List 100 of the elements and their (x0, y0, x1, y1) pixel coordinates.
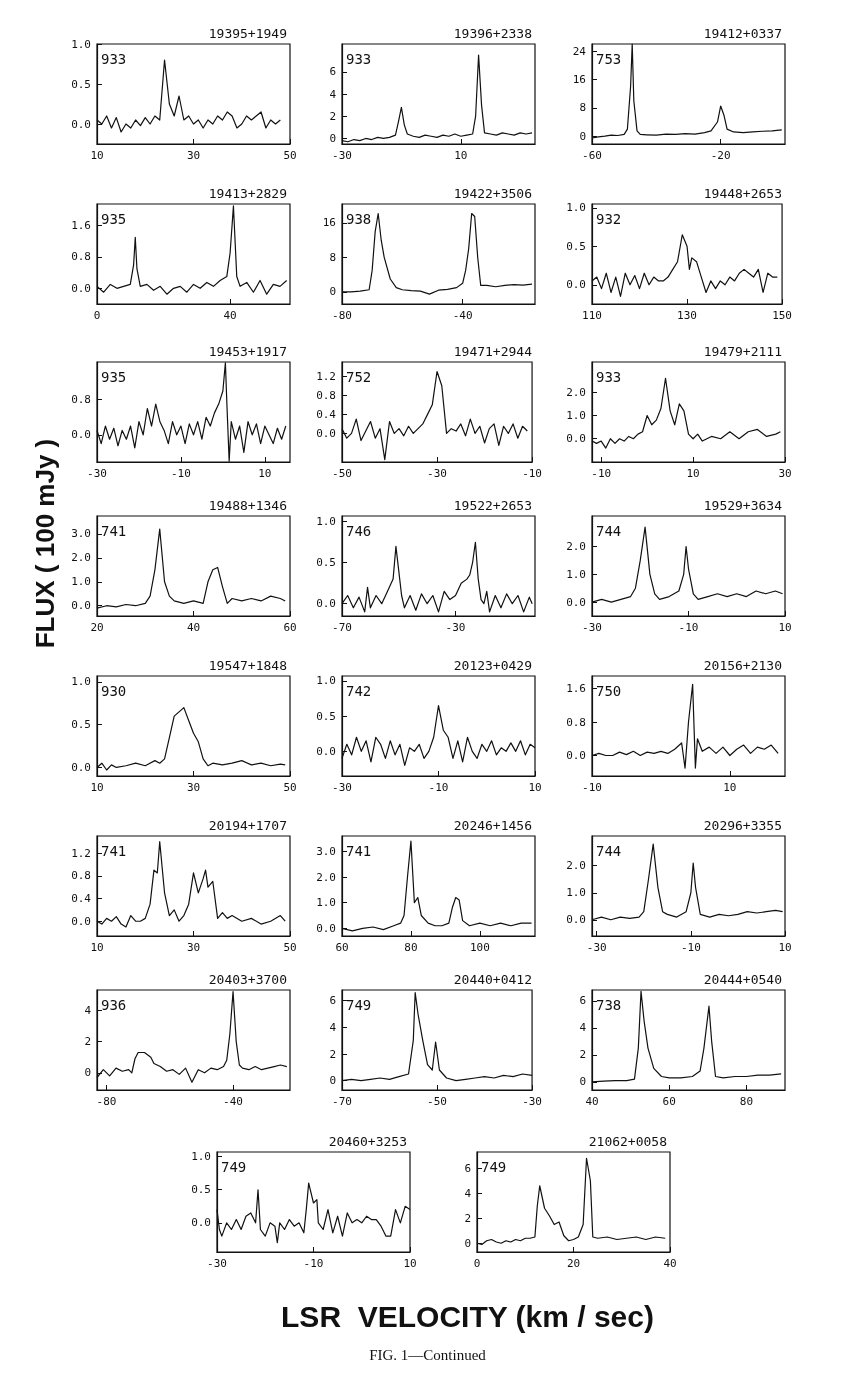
y-tick-label: 0.5 (191, 1183, 211, 1197)
annotation: 750 (596, 683, 622, 699)
y-tick-label: 0.0 (566, 595, 586, 609)
y-tick-label: 1.0 (566, 886, 586, 900)
x-tick-label: 0 (93, 309, 101, 322)
annotation: 744 (596, 523, 622, 539)
y-tick-label: 0.0 (71, 428, 91, 442)
x-tick-label: -60 (582, 149, 602, 162)
y-tick-label: 0.8 (316, 388, 336, 402)
y-tick-label: 0.0 (191, 1216, 211, 1230)
chart-title: 19471+2944 (453, 344, 533, 359)
x-tick-label: 60 (335, 941, 349, 954)
y-tick-label: 0.5 (71, 718, 91, 732)
annotation: 933 (596, 369, 622, 385)
y-tick-label: 1.0 (316, 674, 336, 688)
y-tick-label: 6 (329, 994, 336, 1008)
y-tick-label: 6 (579, 994, 586, 1008)
x-tick-label: -30 (522, 1095, 542, 1108)
annotation: 749 (221, 1159, 247, 1175)
x-tick-label: 110 (582, 309, 602, 322)
x-tick-label: 100 (469, 941, 490, 954)
x-tick-label: 20 (90, 621, 104, 634)
x-tick-label: 10 (454, 149, 468, 162)
y-tick-label: 1.0 (71, 675, 91, 689)
y-tick-label: 2 (84, 1035, 91, 1049)
y-tick-label: 2 (329, 109, 336, 123)
x-tick-label: -30 (87, 467, 107, 480)
x-tick-label: -80 (332, 309, 352, 322)
x-tick-label: -40 (223, 1095, 243, 1108)
y-tick-label: 0.8 (566, 715, 586, 729)
x-tick-label: 60 (662, 1095, 676, 1108)
chart-title: 20296+3355 (703, 818, 783, 833)
caption: FIG. 1—Continued (368, 1347, 487, 1364)
y-tick-label: 0 (579, 129, 586, 143)
y-tick-label: 0.4 (71, 892, 92, 905)
y-tick-label: 0.5 (71, 77, 91, 91)
x-tick-label: 10 (528, 781, 542, 794)
x-tick-label: -10 (428, 781, 449, 794)
y-tick-label: 2 (329, 1047, 336, 1061)
chart-title: 20444+0540 (703, 972, 783, 987)
annotation: 741 (101, 523, 127, 539)
chart-title: 19453+1917 (208, 344, 288, 359)
y-tick-label: 1.2 (316, 369, 336, 383)
chart-title: 19529+3634 (703, 498, 783, 513)
y-tick-label: 0.0 (566, 432, 586, 446)
y-tick-label: 0.8 (71, 869, 91, 883)
y-tick-label: 6 (329, 65, 336, 79)
x-tick-label: -10 (170, 467, 191, 480)
y-tick-label: 0.5 (566, 239, 586, 253)
y-tick-label: 0.5 (316, 556, 336, 570)
annotation: 749 (481, 1159, 507, 1175)
annotation: 930 (101, 683, 127, 699)
y-tick-label: 16 (322, 216, 336, 230)
y-tick-label: 0.0 (71, 281, 91, 295)
x-tick-label: 130 (677, 309, 697, 322)
y-tick-label: 3.0 (316, 844, 336, 858)
y-tick-label: 0.0 (71, 117, 91, 131)
chart-title: 20123+0429 (453, 658, 533, 673)
y-tick-label: 1.0 (566, 567, 586, 581)
y-tick-label: 2.0 (566, 540, 586, 554)
y-tick-label: 4 (329, 87, 337, 101)
y-tick-label: 1.6 (71, 219, 91, 233)
x-tick-label: 40 (186, 621, 201, 634)
y-tick-label: 4 (84, 1003, 92, 1017)
x-tick-label: -70 (332, 1095, 352, 1108)
x-tick-label: 80 (739, 1095, 754, 1108)
annotation: 938 (346, 211, 372, 227)
y-tick-label: 2 (579, 1048, 586, 1062)
x-tick-label: 60 (283, 621, 297, 634)
x-tick-label: 40 (585, 1095, 599, 1108)
x-tick-label: -30 (332, 149, 352, 162)
chart-title: 20403+3700 (208, 972, 288, 987)
x-tick-label: -20 (710, 149, 731, 162)
y-tick-label: 1.0 (566, 408, 586, 422)
y-tick-label: 0.0 (316, 744, 336, 758)
y-tick-label: 0 (464, 1236, 471, 1250)
x-tick-label: 10 (403, 1257, 417, 1270)
y-tick-label: 0 (329, 131, 336, 145)
y-tick-label: 1.0 (191, 1150, 211, 1164)
y-tick-label: 0.8 (71, 393, 91, 407)
x-tick-label: 30 (186, 149, 201, 162)
x-tick-label: 40 (663, 1257, 677, 1270)
y-tick-label: 3.0 (71, 527, 91, 541)
x-tick-label: -10 (582, 781, 602, 794)
annotation: 935 (101, 369, 127, 385)
y-tick-label: 0.0 (316, 921, 336, 935)
y-tick-label: 1.0 (71, 37, 91, 51)
annotation: 746 (346, 523, 372, 539)
annotation: 936 (101, 997, 127, 1013)
annotation: 749 (346, 997, 372, 1013)
y-tick-label: 0 (579, 1075, 586, 1089)
y-tick-label: 1.0 (566, 201, 586, 215)
y-tick-label: 2.0 (566, 385, 586, 399)
annotation: 933 (346, 51, 372, 67)
y-tick-label: 0.0 (566, 913, 586, 927)
chart-title: 19448+2653 (703, 186, 783, 201)
x-tick-label: 0 (473, 1257, 481, 1270)
x-tick-label: 10 (258, 467, 272, 480)
x-tick-label: 30 (186, 941, 201, 954)
y-tick-label: 24 (572, 44, 587, 58)
